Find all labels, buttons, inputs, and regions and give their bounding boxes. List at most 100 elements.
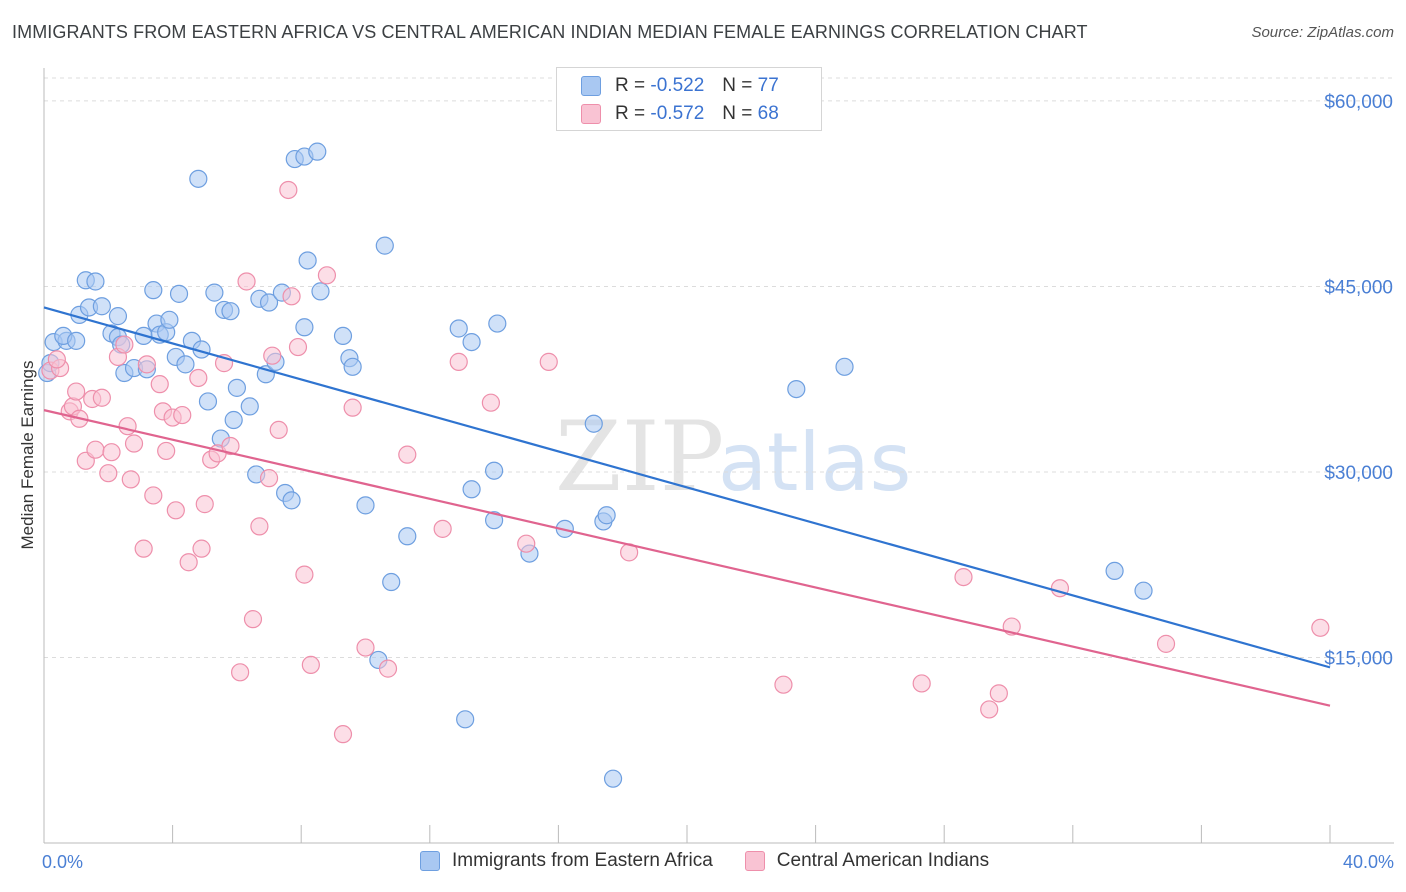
data-point	[787, 379, 806, 399]
data-point	[67, 331, 86, 350]
legend-item-central-american-indians[interactable]: Central American Indians	[744, 850, 990, 872]
data-point	[462, 480, 481, 499]
data-point	[169, 284, 189, 303]
points-layer	[38, 142, 1330, 788]
data-point	[221, 436, 240, 456]
legend-swatch-eastern-africa	[420, 851, 440, 871]
data-point	[134, 539, 153, 558]
data-point	[86, 440, 105, 459]
data-point	[989, 684, 1008, 703]
data-point	[115, 335, 134, 354]
stats-legend: R = -0.522 N = 77 R = -0.572 N = 68	[556, 67, 822, 131]
data-point	[179, 553, 198, 572]
r-label: R =	[615, 75, 646, 96]
data-point	[517, 534, 536, 553]
watermark-zip: ZIP	[555, 401, 724, 513]
n-label: N =	[722, 75, 753, 96]
data-point	[333, 725, 353, 744]
data-point	[462, 332, 481, 352]
data-point	[1105, 561, 1124, 581]
data-point	[189, 169, 208, 188]
data-point	[189, 368, 208, 388]
data-point	[597, 506, 616, 525]
data-point	[311, 282, 330, 301]
data-point	[295, 565, 314, 584]
data-point	[108, 307, 128, 326]
axes	[43, 68, 1394, 844]
data-point	[485, 461, 504, 480]
data-point	[221, 302, 240, 321]
chart-source: Source: ZipAtlas.com	[1251, 24, 1394, 41]
y-tick-label: $60,000	[1324, 92, 1393, 113]
trend-line-0	[43, 306, 1331, 669]
n-label: N =	[722, 103, 753, 124]
data-point	[343, 398, 362, 417]
data-point	[92, 297, 111, 316]
data-point	[144, 281, 163, 300]
watermark: ZIP atlas	[555, 401, 911, 513]
data-point	[433, 519, 452, 538]
data-point	[92, 388, 111, 407]
legend-item-eastern-africa[interactable]: Immigrants from Eastern Africa	[420, 850, 713, 872]
series-1-points	[41, 180, 1330, 744]
data-point	[137, 355, 156, 374]
data-point	[160, 310, 179, 329]
legend-swatch-central-american-indians	[744, 851, 765, 871]
data-point	[259, 293, 279, 312]
data-point	[298, 251, 317, 270]
chart-title: IMMIGRANTS FROM EASTERN AFRICA VS CENTRA…	[12, 22, 1088, 42]
ticks-layer: $15,000 $30,000 $45,000 $60,000	[1324, 92, 1393, 670]
data-point	[195, 495, 214, 514]
data-point	[301, 655, 320, 675]
data-point	[282, 491, 301, 510]
n-value: 77	[757, 75, 779, 96]
data-point	[237, 272, 256, 291]
data-point	[398, 445, 417, 464]
legend-label-central-american-indians: Central American Indians	[776, 850, 990, 871]
data-point	[144, 486, 163, 505]
data-point	[279, 180, 298, 200]
data-point	[539, 352, 558, 371]
data-point	[192, 539, 211, 558]
trend-line-1	[43, 409, 1331, 707]
stats-row-central-american-indians: R = -0.572 N = 68	[581, 101, 779, 127]
data-point	[250, 517, 269, 536]
data-point	[449, 319, 468, 338]
data-point	[263, 346, 282, 365]
data-point	[173, 405, 192, 425]
data-point	[118, 417, 137, 436]
data-point	[835, 357, 854, 376]
data-point	[86, 272, 105, 291]
y-tick-label: $45,000	[1324, 277, 1393, 298]
data-point	[205, 283, 224, 302]
stats-swatch-central-american-indians	[581, 104, 601, 124]
stats-swatch-eastern-africa	[581, 76, 601, 96]
data-point	[243, 610, 263, 629]
data-point	[954, 567, 973, 587]
data-point	[1156, 634, 1176, 653]
data-point	[308, 142, 327, 161]
data-point	[47, 350, 66, 369]
data-point	[295, 318, 314, 337]
series-legend: Immigrants from Eastern Africa Central A…	[420, 850, 1021, 872]
data-point	[398, 527, 417, 546]
data-point	[99, 464, 118, 483]
data-point	[282, 287, 301, 306]
data-point	[485, 511, 504, 530]
data-point	[378, 659, 398, 678]
data-point	[157, 441, 176, 461]
data-point	[449, 352, 468, 371]
data-point	[288, 337, 308, 357]
x-tick-label-max: 40.0%	[1342, 852, 1394, 872]
data-point	[603, 769, 623, 788]
data-point	[1311, 618, 1330, 637]
stats-row-eastern-africa: R = -0.522 N = 77	[581, 73, 779, 99]
data-point	[176, 355, 195, 374]
data-point	[356, 496, 375, 515]
grid	[44, 77, 1394, 658]
r-value: -0.572	[650, 103, 705, 124]
data-point	[102, 443, 121, 462]
data-point	[67, 382, 86, 401]
data-point	[224, 410, 243, 430]
y-tick-label: $15,000	[1324, 648, 1393, 669]
